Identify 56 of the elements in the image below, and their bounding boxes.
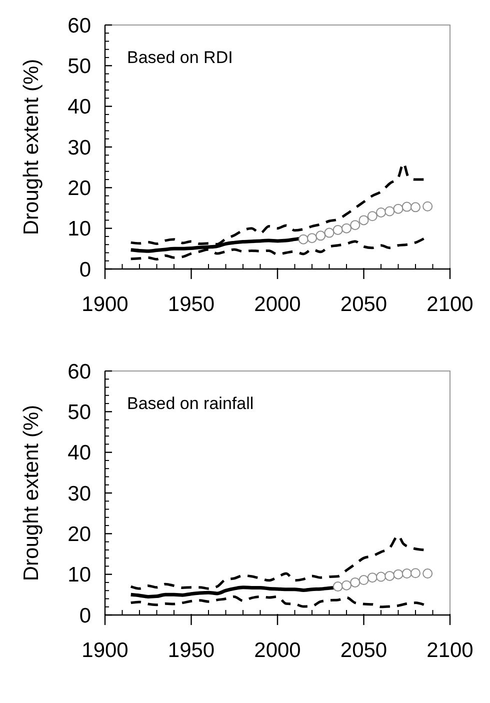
x-tick-label: 1900 xyxy=(82,639,128,662)
y-tick-label: 10 xyxy=(68,564,91,587)
point xyxy=(367,572,378,583)
point xyxy=(342,223,352,234)
point xyxy=(298,234,308,244)
y-tick-label: 60 xyxy=(68,14,91,38)
point xyxy=(422,201,433,212)
y-tick-label: 40 xyxy=(68,442,91,465)
y-tick-label: 30 xyxy=(68,136,91,160)
point xyxy=(324,228,334,238)
point xyxy=(402,202,412,212)
y-tick-label: 50 xyxy=(68,55,91,78)
point xyxy=(384,206,395,216)
point xyxy=(332,582,343,592)
y-tick-label: 30 xyxy=(68,482,91,506)
point xyxy=(316,230,326,241)
x-tick-label: 1950 xyxy=(168,639,215,662)
annotation: Based on RDI xyxy=(127,48,233,67)
point xyxy=(410,202,420,212)
y-tick-label: 20 xyxy=(68,177,91,200)
y-tick-label: 20 xyxy=(68,523,91,546)
x-tick-label: 1950 xyxy=(168,293,215,316)
point xyxy=(332,224,343,235)
point xyxy=(384,570,395,581)
point xyxy=(350,577,360,588)
x-tick-label: 2000 xyxy=(254,639,301,662)
y-tick-label: 0 xyxy=(79,258,91,282)
y-tick-label: 60 xyxy=(68,360,91,384)
point xyxy=(358,215,369,226)
point xyxy=(350,220,360,230)
point xyxy=(358,575,369,586)
annotation: Based on rainfall xyxy=(127,394,254,413)
point xyxy=(342,580,352,590)
y-tick-label: 0 xyxy=(79,604,91,628)
line-series xyxy=(130,595,426,608)
point xyxy=(393,569,404,580)
line-series xyxy=(130,237,426,260)
x-tick-label: 2100 xyxy=(426,293,474,316)
point xyxy=(410,568,420,578)
point xyxy=(376,207,386,218)
point xyxy=(402,568,412,579)
x-tick-label: 2050 xyxy=(340,293,388,316)
y-axis-title: Drought extent (%) xyxy=(20,404,43,582)
point xyxy=(367,211,378,222)
y-tick-label: 50 xyxy=(68,401,91,424)
x-tick-label: 2100 xyxy=(426,639,474,662)
y-tick-label: 40 xyxy=(68,96,91,119)
x-tick-label: 2000 xyxy=(254,293,301,316)
point xyxy=(422,568,433,579)
point xyxy=(376,572,386,582)
point xyxy=(393,204,404,214)
point xyxy=(307,233,317,244)
x-tick-label: 1900 xyxy=(82,293,128,316)
y-axis-title: Drought extent (%) xyxy=(20,58,43,236)
y-tick-label: 10 xyxy=(68,218,91,241)
x-tick-label: 2050 xyxy=(340,639,388,662)
